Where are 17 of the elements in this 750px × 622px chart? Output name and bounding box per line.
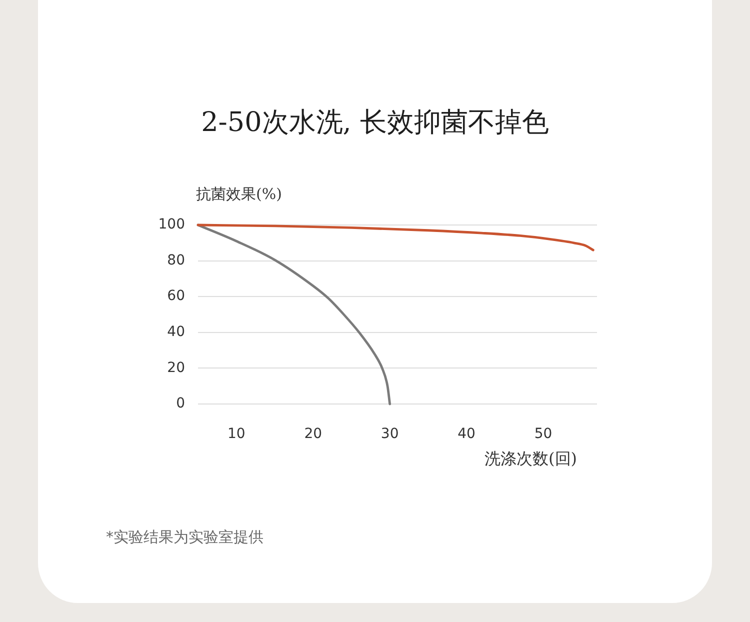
y-tick-label: 80 — [167, 252, 185, 268]
y-tick-label: 60 — [167, 288, 185, 304]
line-series — [196, 224, 392, 406]
y-axis-title: 抗菌效果(%) — [196, 184, 282, 203]
y-tick-label: 0 — [176, 396, 185, 412]
x-tick-label: 40 — [458, 426, 476, 442]
text: *实验结果为实验室提供 — [106, 528, 264, 546]
x-axis-title: 洗涤次数(回) — [484, 449, 577, 468]
line-series — [196, 224, 594, 252]
x-tick-label: 30 — [380, 426, 399, 442]
y-tick-label: 20 — [167, 360, 185, 376]
y-tick-label: 100 — [158, 216, 185, 233]
x-tick-label: 10 — [227, 426, 246, 442]
chart-title: 2-50次水洗, 长效抑菌不掉色 — [201, 107, 549, 138]
x-tick-label: 50 — [534, 426, 552, 442]
x-tick-label: 20 — [304, 426, 322, 442]
y-tick-label: 40 — [167, 324, 185, 340]
